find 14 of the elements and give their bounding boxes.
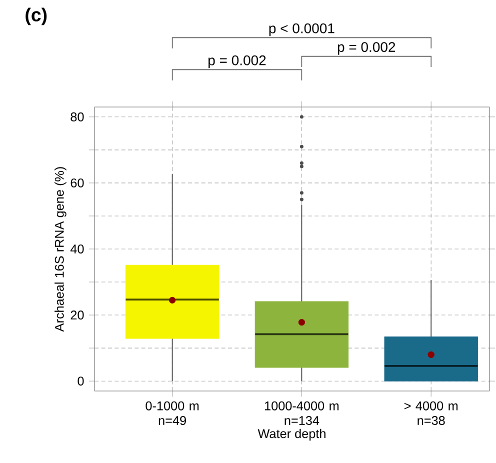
y-tick-label: 0 <box>78 376 84 386</box>
text: p = 0.002 <box>338 42 396 55</box>
x-axis-title: Water depth <box>258 428 326 441</box>
x-tick-label: 0-1000 m n=49 <box>146 401 199 426</box>
x-tick-label: > 4000 m n=38 <box>404 401 458 426</box>
y-tick-label: 20 <box>70 310 84 320</box>
y-tick-label: 80 <box>70 112 84 122</box>
y-tick-label: 60 <box>70 178 84 188</box>
y-axis-title: Archaeal 16S rRNA gene (%) <box>54 167 66 332</box>
y-tick-label: 40 <box>70 244 84 254</box>
text: p < 0.0001 <box>269 23 334 36</box>
x-tick-label: 1000-4000 m n=134 <box>264 401 339 426</box>
text: p = 0.002 <box>208 55 266 68</box>
text: (c) <box>26 8 47 26</box>
